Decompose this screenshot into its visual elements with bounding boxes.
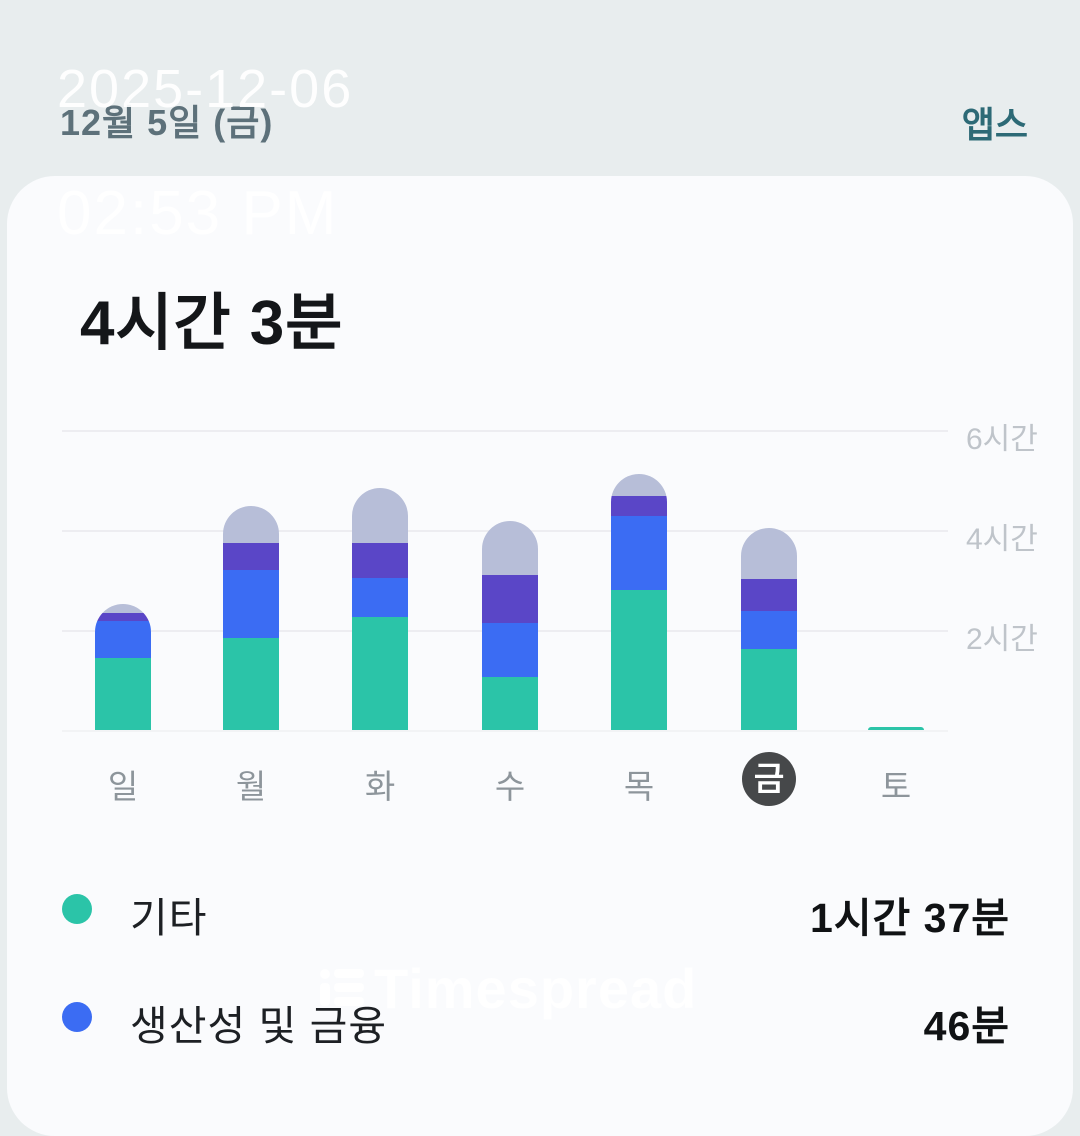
bar-목[interactable] <box>611 474 667 730</box>
bar-segment <box>352 616 408 730</box>
bar-segment <box>352 542 408 578</box>
day-label-목[interactable]: 목 <box>623 768 655 805</box>
bar-화[interactable] <box>352 487 408 730</box>
y-axis-tick-6h: 6시간 <box>966 423 1038 456</box>
day-label-화[interactable]: 화 <box>364 768 396 805</box>
bar-월[interactable] <box>223 505 279 730</box>
day-label-금[interactable]: 금 <box>742 752 796 806</box>
legend-row-etc[interactable]: 기타 1시간 37분 <box>62 882 1012 942</box>
bar-segment <box>482 575 538 624</box>
bar-금[interactable] <box>741 527 797 730</box>
bar-segment <box>741 579 797 611</box>
bar-segment <box>611 515 667 590</box>
bar-segment <box>223 543 279 571</box>
gridline-6h <box>62 430 948 432</box>
gridline-baseline <box>62 730 948 732</box>
bar-segment <box>352 577 408 617</box>
bar-segment <box>352 487 408 543</box>
bar-일[interactable] <box>95 604 151 730</box>
usage-summary-card <box>7 176 1073 1136</box>
legend-value: 46분 <box>923 1003 1010 1049</box>
legend-label: 기타 <box>130 895 208 941</box>
day-label-일[interactable]: 일 <box>107 768 139 805</box>
bar-segment <box>611 590 667 730</box>
day-label-월[interactable]: 월 <box>235 768 267 805</box>
bar-토[interactable] <box>868 726 924 730</box>
bar-segment <box>741 527 797 580</box>
bar-segment <box>223 505 279 544</box>
header-date-label: 12월 5일 (금) <box>60 102 274 143</box>
legend-row-productivity[interactable]: 생산성 및 금융 46분 <box>62 990 1012 1050</box>
legend-dot-teal <box>62 894 92 924</box>
weekly-usage-chart: 6시간 4시간 2시간 <box>0 400 1080 732</box>
day-label-토[interactable]: 토 <box>880 768 912 805</box>
bar-segment <box>741 649 797 730</box>
bar-수[interactable] <box>482 520 538 730</box>
bar-segment <box>482 676 538 730</box>
bar-segment <box>95 620 151 658</box>
bar-segment <box>741 610 797 650</box>
bar-segment <box>611 495 667 516</box>
apps-link[interactable]: 앱스 <box>961 104 1028 145</box>
bar-segment <box>95 604 151 613</box>
bar-segment <box>223 638 279 730</box>
y-axis-tick-4h: 4시간 <box>966 523 1038 556</box>
bar-segment <box>611 474 667 496</box>
legend-label: 생산성 및 금융 <box>130 1003 388 1049</box>
bar-segment <box>482 520 538 576</box>
bar-segment <box>95 657 151 730</box>
bar-segment <box>95 612 151 621</box>
day-label-수[interactable]: 수 <box>494 768 526 805</box>
bar-segment <box>868 726 924 730</box>
legend-value: 1시간 37분 <box>810 895 1010 941</box>
legend-dot-blue <box>62 1002 92 1032</box>
y-axis-tick-2h: 2시간 <box>966 623 1038 656</box>
bar-segment <box>223 570 279 639</box>
bar-segment <box>482 623 538 677</box>
total-screen-time: 4시간 3분 <box>80 289 344 358</box>
